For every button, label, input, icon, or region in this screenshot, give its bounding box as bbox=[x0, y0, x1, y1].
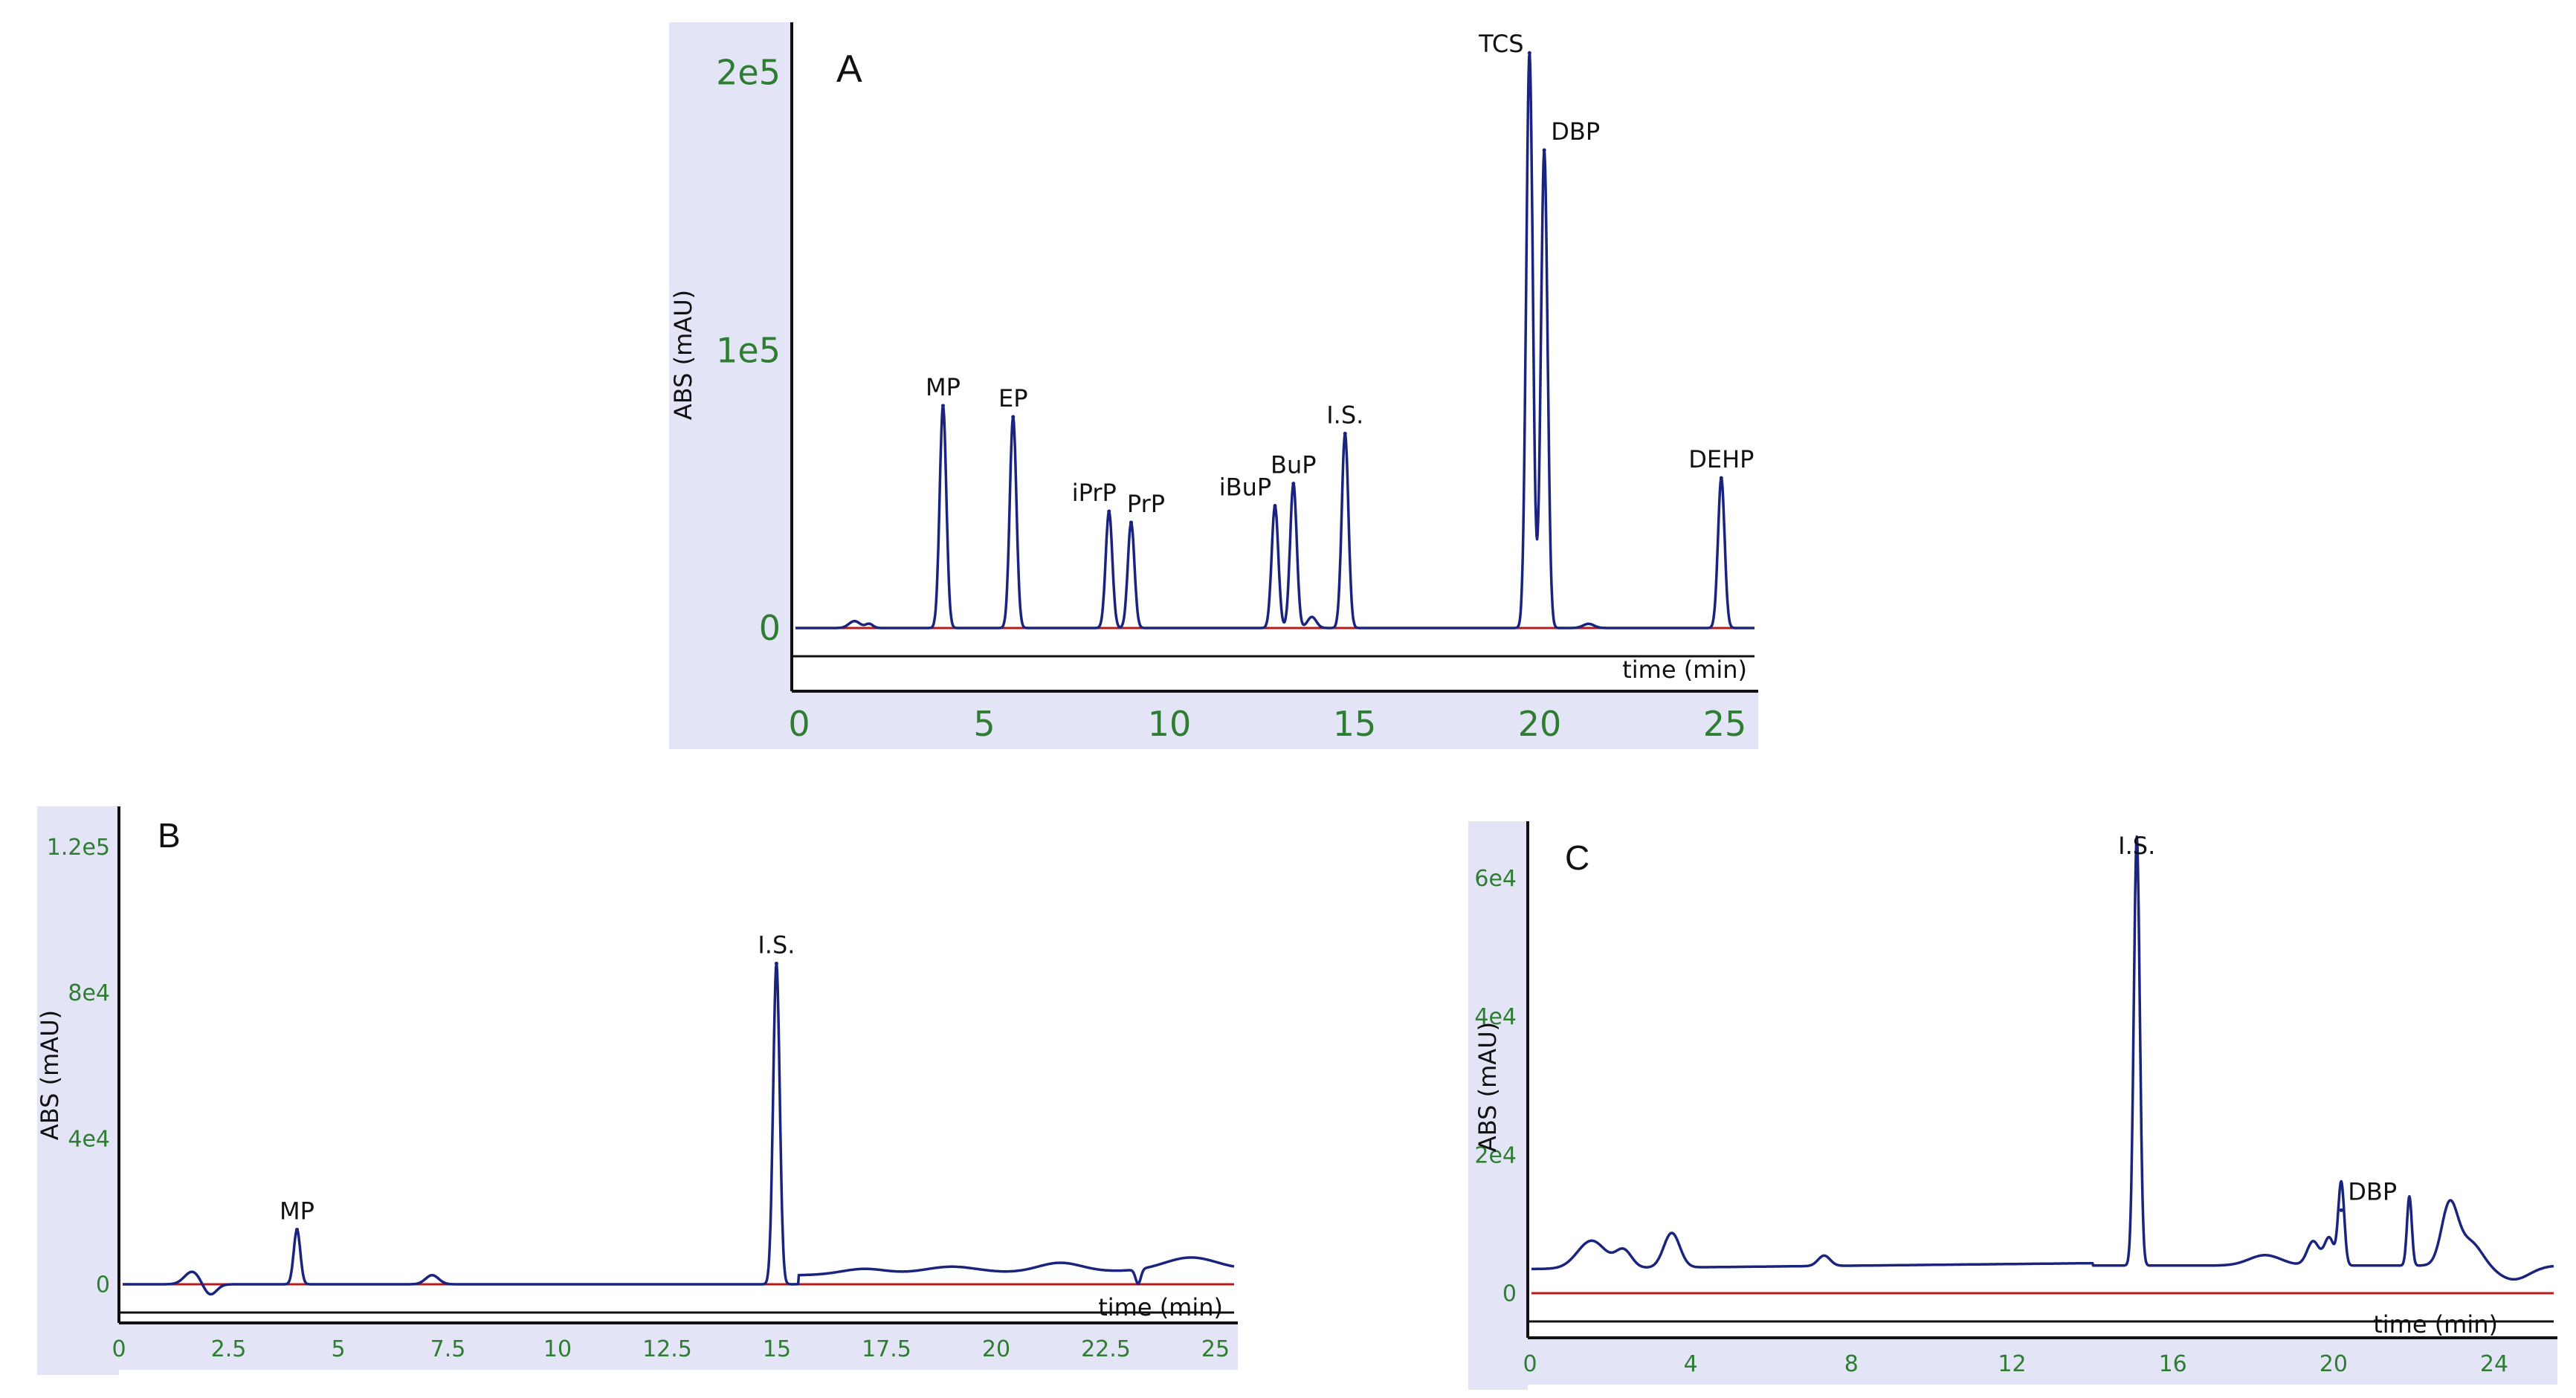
x-tick-label-c: 24 bbox=[2480, 1351, 2508, 1377]
x-tick-label-b: 5 bbox=[331, 1336, 345, 1362]
x-tick-label-b: 2.5 bbox=[211, 1336, 247, 1362]
plot-area-c bbox=[1528, 821, 2557, 1338]
x-tick-label-b: 7.5 bbox=[430, 1336, 466, 1362]
y-tick-label-b: 4e4 bbox=[68, 1126, 110, 1152]
peak-apex-a bbox=[1273, 504, 1277, 508]
peak-label-a: DBP bbox=[1551, 117, 1600, 146]
y-tick-label-b: 1.2e5 bbox=[47, 835, 110, 861]
x-axis-label-c: time (min) bbox=[2373, 1310, 2498, 1339]
x-tick-label-c: 20 bbox=[2320, 1351, 2348, 1377]
peak-apex-a bbox=[1719, 476, 1723, 480]
plot-area-b bbox=[119, 806, 1238, 1323]
x-tick-label-b: 25 bbox=[1201, 1336, 1230, 1362]
x-tick-label-b: 17.5 bbox=[862, 1336, 911, 1362]
x-tick-label-b: 0 bbox=[112, 1336, 126, 1362]
peak-apex-a bbox=[1011, 415, 1016, 419]
x-tick-label-c: 12 bbox=[1998, 1351, 2026, 1377]
x-tick-label-a: 0 bbox=[788, 704, 810, 744]
x-tick-label-a: 25 bbox=[1703, 704, 1747, 744]
y-axis-label-b: ABS (mAU) bbox=[36, 1010, 64, 1140]
y-tick-label-a: 0 bbox=[759, 608, 781, 648]
peak-label-a: PrP bbox=[1127, 490, 1165, 518]
chromatogram-panel-a: 0 1e5 2e5 0 5 10 15 20 25 ABS (mAU) time (min) A MP E… bbox=[669, 22, 1758, 749]
peak-label-b: MP bbox=[280, 1197, 314, 1225]
y-axis-label-c: ABS (mAU) bbox=[1473, 1022, 1502, 1152]
peak-apex-c bbox=[2339, 1208, 2343, 1212]
peak-label-c: DBP bbox=[2348, 1177, 2397, 1206]
y-axis-label-a: ABS (mAU) bbox=[669, 290, 697, 420]
x-axis-label-b: time (min) bbox=[1098, 1293, 1223, 1321]
y-axis-band-a bbox=[669, 22, 792, 743]
peak-label-a: MP bbox=[926, 373, 961, 401]
y-tick-label-b: 8e4 bbox=[68, 980, 110, 1006]
peak-apex-a bbox=[1542, 148, 1546, 152]
x-tick-label-a: 10 bbox=[1148, 704, 1192, 744]
y-tick-label-b: 0 bbox=[96, 1272, 110, 1298]
plot-area-a bbox=[792, 22, 1758, 691]
chromatogram-panel-b: 0 4e4 8e4 1.2e5 0 2.5 5 7.5 10 12.5 15 17.5 20 22.5 25… bbox=[36, 806, 1238, 1375]
chromatogram-panel-c: 0 2e4 4e4 6e4 0 4 8 12 16 20 24 ABS (mAU) time (min)… bbox=[1468, 821, 2557, 1390]
peak-apex-a bbox=[1343, 431, 1347, 436]
panel-letter-b: B bbox=[158, 816, 181, 855]
x-tick-label-a: 20 bbox=[1518, 704, 1562, 744]
peak-label-a: EP bbox=[998, 384, 1028, 412]
x-tick-label-b: 20 bbox=[982, 1336, 1010, 1362]
peak-label-a: iBuP bbox=[1219, 473, 1271, 502]
x-tick-label-b: 22.5 bbox=[1081, 1336, 1131, 1362]
panel-letter-c: C bbox=[1565, 838, 1589, 877]
peak-label-c: I.S. bbox=[2118, 832, 2155, 860]
x-tick-label-c: 0 bbox=[1523, 1351, 1537, 1377]
x-tick-label-c: 16 bbox=[2159, 1351, 2187, 1377]
x-axis-band-c bbox=[1468, 1338, 2557, 1385]
panel-letter-a: A bbox=[836, 48, 862, 91]
y-axis-band-b bbox=[37, 806, 119, 1375]
x-tick-label-a: 15 bbox=[1333, 704, 1377, 744]
x-tick-label-b: 12.5 bbox=[642, 1336, 692, 1362]
y-tick-label-a: 1e5 bbox=[716, 330, 781, 370]
peak-label-a: I.S. bbox=[1326, 401, 1363, 429]
peak-apex-c bbox=[2134, 862, 2139, 867]
x-axis-band-a bbox=[669, 691, 1758, 749]
x-tick-label-a: 5 bbox=[973, 704, 995, 744]
peak-apex-a bbox=[1291, 482, 1296, 486]
peak-apex-a bbox=[1527, 51, 1531, 55]
y-tick-label-c: 4e4 bbox=[1474, 1004, 1517, 1030]
x-tick-label-b: 15 bbox=[763, 1336, 791, 1362]
x-axis-band-b bbox=[37, 1323, 1238, 1370]
peak-apex-a bbox=[1107, 509, 1111, 514]
peak-label-a: BuP bbox=[1271, 451, 1317, 479]
y-tick-label-c: 6e4 bbox=[1474, 866, 1517, 892]
peak-label-a: iPrP bbox=[1072, 479, 1117, 507]
y-axis-band-c bbox=[1468, 821, 1528, 1390]
peak-apex-a bbox=[1129, 520, 1133, 525]
peak-apex-b bbox=[774, 961, 778, 965]
peak-label-a: TCS bbox=[1478, 30, 1523, 58]
peak-label-a: DEHP bbox=[1688, 445, 1754, 473]
y-tick-label-a: 2e5 bbox=[716, 52, 781, 92]
peak-apex-a bbox=[940, 404, 945, 408]
chromatogram-trace-c bbox=[1531, 835, 2554, 1281]
chromatogram-trace-b bbox=[122, 962, 1235, 1296]
peak-label-b: I.S. bbox=[758, 931, 795, 959]
peak-apex-b bbox=[295, 1227, 300, 1232]
x-tick-label-c: 8 bbox=[1844, 1351, 1859, 1377]
x-tick-label-c: 4 bbox=[1684, 1351, 1698, 1377]
x-axis-label-a: time (min) bbox=[1622, 656, 1747, 684]
y-tick-label-c: 2e4 bbox=[1474, 1142, 1517, 1168]
y-tick-label-c: 0 bbox=[1502, 1281, 1517, 1307]
x-tick-label-b: 10 bbox=[543, 1336, 572, 1362]
